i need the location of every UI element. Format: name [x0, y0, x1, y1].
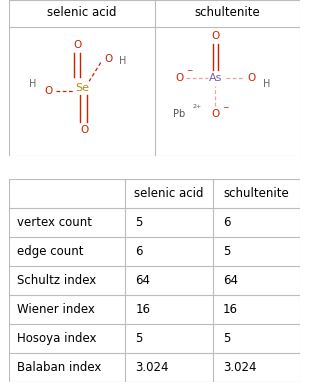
Text: Balaban index: Balaban index — [17, 361, 101, 374]
Text: As: As — [209, 73, 222, 83]
Text: O: O — [104, 54, 112, 64]
Text: 5: 5 — [136, 217, 143, 229]
Text: 5: 5 — [223, 332, 230, 345]
Text: H: H — [29, 80, 36, 90]
Text: Schultz index: Schultz index — [17, 274, 96, 287]
Text: O: O — [211, 31, 220, 41]
Text: Se: Se — [75, 83, 89, 93]
Text: 3.024: 3.024 — [136, 361, 169, 374]
Text: O: O — [74, 40, 82, 50]
Text: selenic acid: selenic acid — [47, 6, 116, 19]
Text: 64: 64 — [136, 274, 150, 287]
Text: schultenite: schultenite — [223, 188, 289, 200]
Text: 64: 64 — [223, 274, 238, 287]
Text: H: H — [263, 80, 270, 90]
Text: 16: 16 — [136, 303, 150, 316]
Text: −: − — [222, 103, 229, 112]
Text: selenic acid: selenic acid — [134, 188, 204, 200]
Text: 5: 5 — [223, 245, 230, 258]
Text: O: O — [81, 125, 89, 135]
Text: edge count: edge count — [17, 245, 83, 258]
Text: 6: 6 — [223, 217, 230, 229]
Text: Pb: Pb — [173, 109, 185, 119]
Text: O: O — [211, 109, 220, 119]
Text: schultenite: schultenite — [194, 6, 260, 19]
Text: vertex count: vertex count — [17, 217, 91, 229]
Text: 2+: 2+ — [193, 105, 202, 109]
Text: Hosoya index: Hosoya index — [17, 332, 96, 345]
Text: 6: 6 — [136, 245, 143, 258]
Text: O: O — [175, 73, 183, 83]
Text: H: H — [119, 56, 126, 66]
Text: O: O — [248, 73, 256, 83]
Text: 16: 16 — [223, 303, 238, 316]
Text: −: − — [186, 66, 193, 76]
Text: 5: 5 — [136, 332, 143, 345]
Text: 3.024: 3.024 — [223, 361, 256, 374]
Text: Wiener index: Wiener index — [17, 303, 95, 316]
Text: O: O — [44, 86, 53, 96]
